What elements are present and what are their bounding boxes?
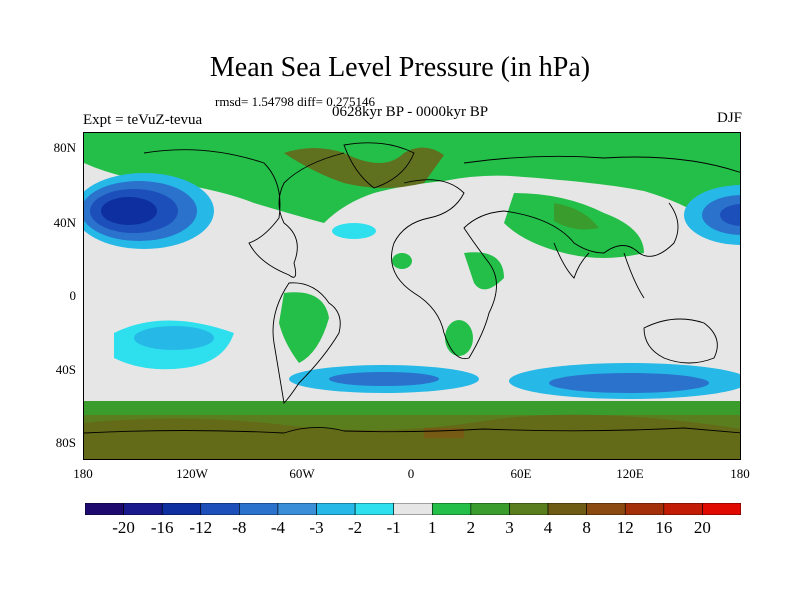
legend-label: -20 xyxy=(112,518,135,537)
lon-label: 180 xyxy=(730,466,750,481)
period-label: 0628kyr BP - 0000kyr BP xyxy=(331,104,489,120)
legend-swatch xyxy=(161,503,202,515)
legend-swatch xyxy=(547,503,587,515)
legend-label: 8 xyxy=(582,518,591,537)
legend-label: 12 xyxy=(616,518,634,537)
legend-label: -12 xyxy=(189,518,213,537)
legend-label: 1 xyxy=(428,518,437,537)
map-title: Mean Sea Level Pressure (in hPa) xyxy=(209,52,591,83)
lat-label: 40N xyxy=(53,215,76,230)
pressure-map xyxy=(83,132,741,460)
experiment-label: Expt = teVuZ-tevua xyxy=(83,112,203,128)
legend-swatch xyxy=(663,503,703,515)
lat-label: 40S xyxy=(55,362,76,377)
lat-label: 0 xyxy=(69,288,77,303)
lon-label: 60E xyxy=(510,466,532,481)
legend-swatch xyxy=(431,503,472,515)
legend-swatch xyxy=(85,503,124,515)
legend-label: -1 xyxy=(386,518,401,537)
legend-label: 3 xyxy=(505,518,514,537)
legend-swatch xyxy=(586,503,626,515)
legend-swatch xyxy=(509,503,549,515)
legend-label: -3 xyxy=(309,518,324,537)
color-legend-bar xyxy=(85,503,741,515)
legend-swatch xyxy=(200,503,240,515)
legend-swatch xyxy=(470,503,510,515)
lat-label: 80N xyxy=(53,140,76,155)
lat-label: 80S xyxy=(55,435,76,450)
legend-swatch xyxy=(277,503,317,515)
map-canvas xyxy=(84,133,740,459)
legend-label: -8 xyxy=(232,518,247,537)
legend-swatch xyxy=(316,503,356,515)
lon-label: 0 xyxy=(407,466,415,481)
legend-label: -16 xyxy=(150,518,174,537)
lon-label: 120W xyxy=(176,466,208,481)
lon-label: 120E xyxy=(616,466,644,481)
lon-label: 180 xyxy=(73,466,93,481)
stats-label: rmsd= 1.54798 diff= 0.275146 xyxy=(215,94,375,109)
legend-swatch xyxy=(239,503,279,515)
legend-swatch xyxy=(624,503,665,515)
season-label: DJF xyxy=(716,110,742,126)
legend-swatch xyxy=(702,503,741,515)
coastlines xyxy=(84,142,740,434)
legend-label: -4 xyxy=(270,518,286,537)
legend-swatch xyxy=(354,503,395,515)
legend-swatch xyxy=(393,503,433,515)
legend-label: 16 xyxy=(655,518,673,537)
legend-label: -2 xyxy=(348,518,363,537)
legend-swatch xyxy=(123,503,163,515)
lon-label: 60W xyxy=(289,466,315,481)
legend-label: 2 xyxy=(466,518,476,537)
legend-label: 4 xyxy=(543,518,553,537)
legend-label: 20 xyxy=(693,518,711,537)
